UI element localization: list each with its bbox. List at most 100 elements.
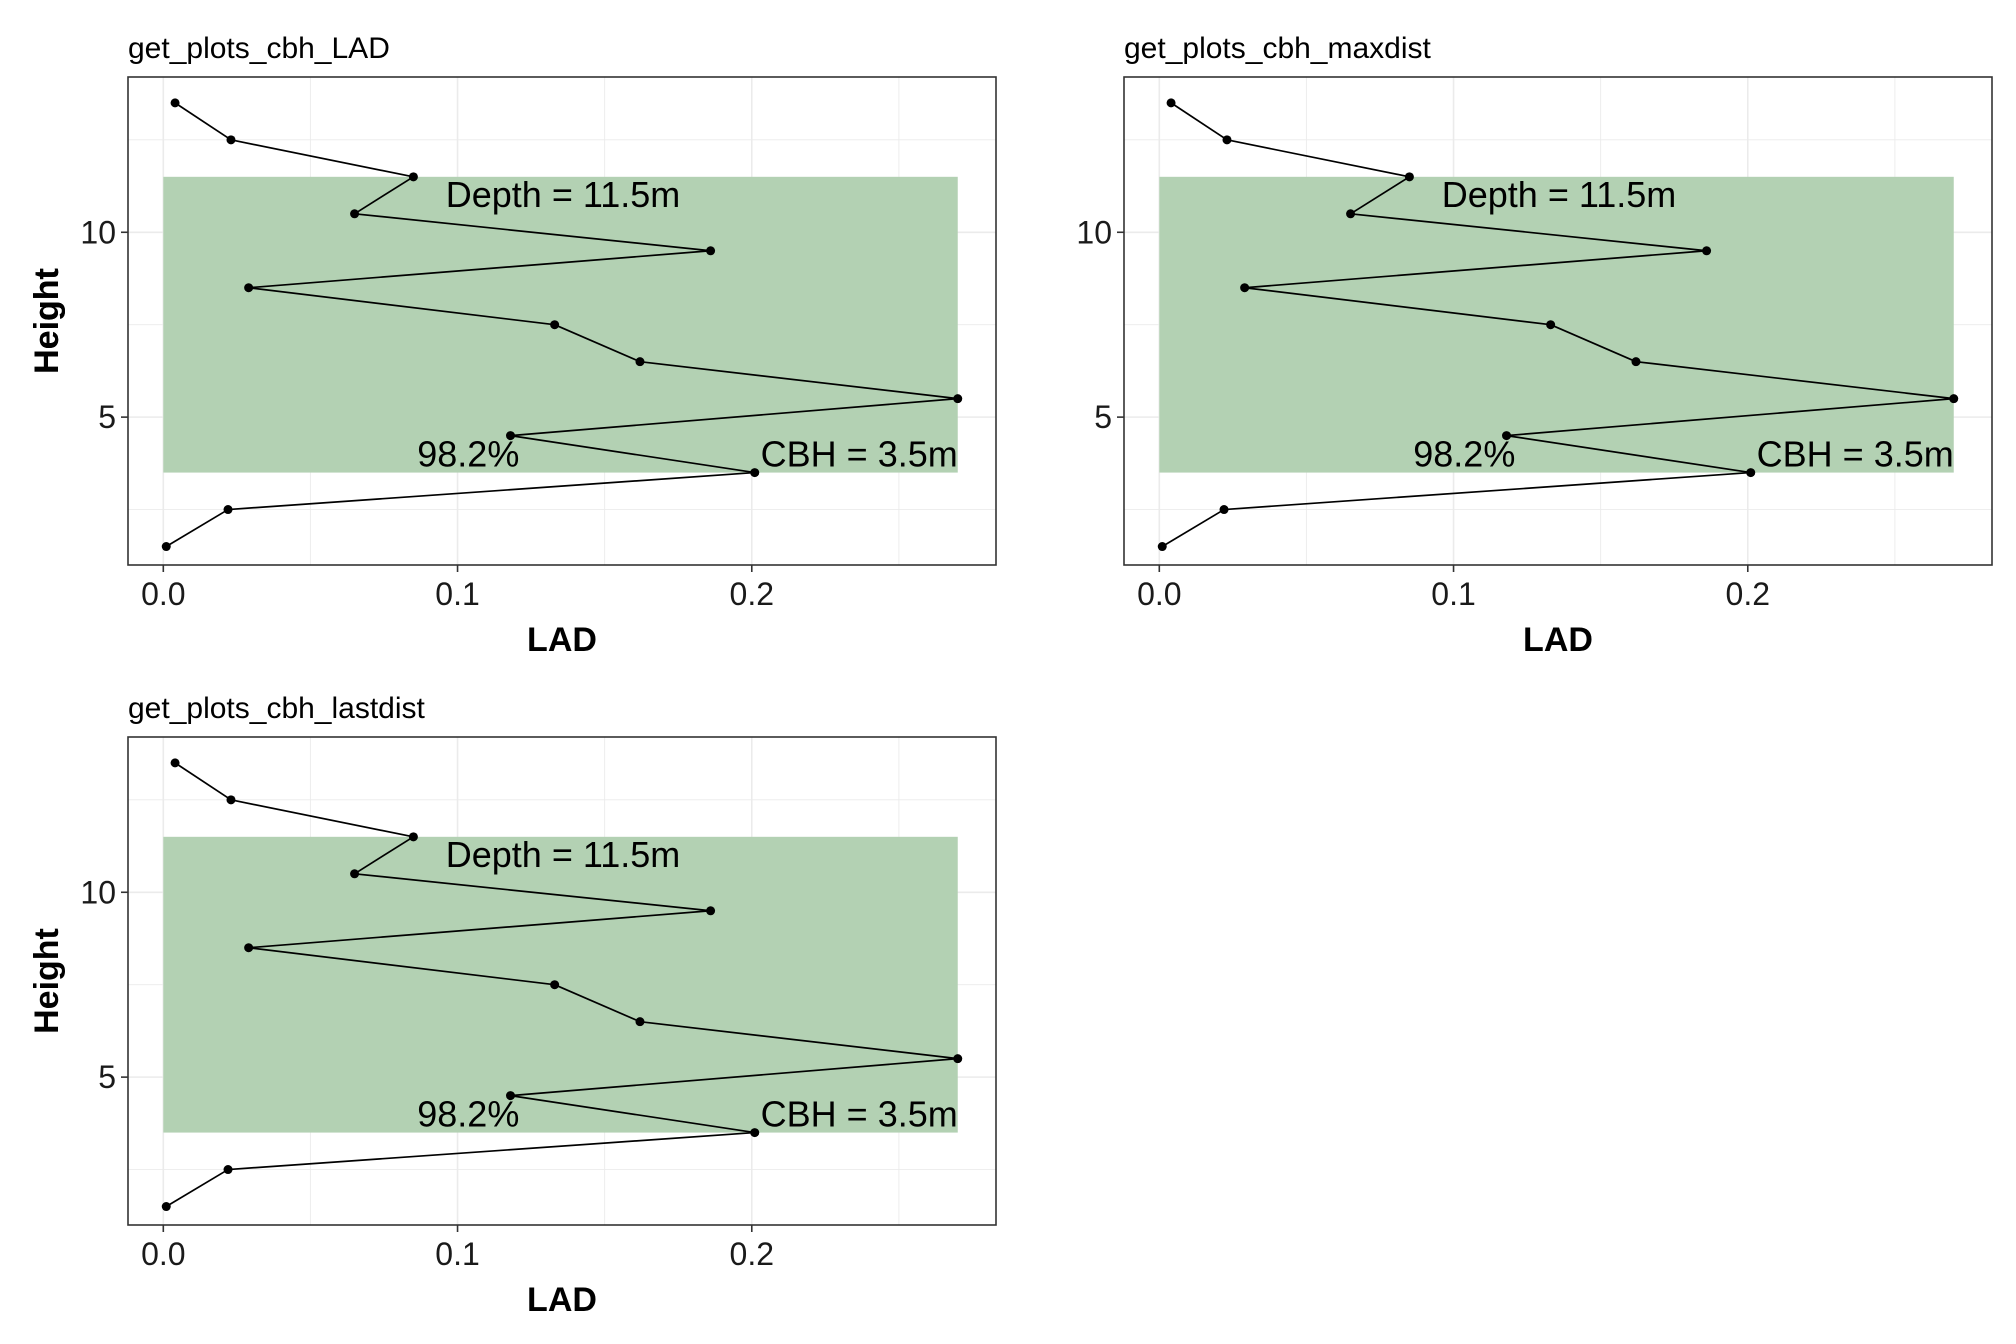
line-segment <box>1170 102 1228 141</box>
data-point[interactable] <box>1219 505 1229 515</box>
data-point[interactable] <box>1631 357 1641 367</box>
line-segment <box>639 360 958 400</box>
data-point[interactable] <box>1222 135 1232 145</box>
data-point[interactable] <box>226 135 236 145</box>
line-segment <box>1506 434 1751 474</box>
panel-border <box>127 736 997 1226</box>
line-segment <box>248 946 555 986</box>
x-tick-label: 0.0 <box>1137 576 1181 612</box>
data-point[interactable] <box>1746 468 1756 478</box>
panel-title: get_plots_cbh_maxdist <box>1124 32 1432 65</box>
percent-annotation: 98.2% <box>417 434 519 475</box>
facet-panel-1: Depth = 11.5m 98.2% CBH = 3.5m 0.0 0.1 0.2 5 10… <box>28 32 997 659</box>
line-segment <box>1161 508 1225 548</box>
data-point[interactable] <box>244 943 254 953</box>
data-point[interactable] <box>550 320 560 330</box>
data-point[interactable] <box>1949 394 1959 404</box>
depth-annotation: Depth = 11.5m <box>1442 174 1676 215</box>
data-point[interactable] <box>350 869 360 879</box>
data-point[interactable] <box>953 394 963 404</box>
line-segment <box>1506 397 1954 437</box>
line-segment <box>639 1020 958 1060</box>
data-point[interactable] <box>953 1054 963 1064</box>
x-tick-label: 0.2 <box>1726 576 1770 612</box>
y-axis-label: Height <box>28 268 66 374</box>
data-point[interactable] <box>161 542 171 552</box>
x-tick-label: 0.1 <box>435 576 479 612</box>
line-segment <box>227 1131 755 1171</box>
facet-panel-3: Depth = 11.5m 98.2% CBH = 3.5m 0.0 0.1 0.2 5 10… <box>28 692 997 1319</box>
line-segment <box>354 836 414 875</box>
line-segment <box>227 471 755 511</box>
crown-band <box>163 836 958 1133</box>
data-point[interactable] <box>350 209 360 219</box>
line-segment <box>165 508 229 548</box>
data-point[interactable] <box>506 1091 516 1101</box>
data-point[interactable] <box>750 468 760 478</box>
data-point[interactable] <box>1546 320 1556 330</box>
panel-border <box>1123 76 1993 566</box>
x-tick-label: 0.1 <box>435 1236 479 1272</box>
lad-profile-line <box>165 102 958 548</box>
panel-title: get_plots_cbh_LAD <box>128 32 390 65</box>
data-point[interactable] <box>635 357 645 367</box>
line-segment <box>354 176 414 215</box>
lad-profile-line <box>1161 102 1954 548</box>
x-tick-label: 0.1 <box>1431 576 1475 612</box>
line-segment <box>1350 176 1410 215</box>
data-point[interactable] <box>170 98 180 108</box>
data-point[interactable] <box>1346 209 1356 219</box>
data-point[interactable] <box>408 172 418 182</box>
data-point[interactable] <box>706 906 716 916</box>
data-point[interactable] <box>635 1017 645 1027</box>
line-segment <box>1635 360 1954 400</box>
data-point[interactable] <box>506 431 516 441</box>
lad-points <box>1157 98 1959 552</box>
data-point[interactable] <box>223 505 233 515</box>
panel-title: get_plots_cbh_lastdist <box>128 692 426 725</box>
crown-band <box>163 176 958 473</box>
data-point[interactable] <box>1166 98 1176 108</box>
data-point[interactable] <box>1404 172 1414 182</box>
data-point[interactable] <box>706 246 716 256</box>
data-point[interactable] <box>1157 542 1167 552</box>
line-segment <box>1226 139 1410 178</box>
facet-panel-2: Depth = 11.5m 98.2% CBH = 3.5m 0.0 0.1 0.2 5 10… <box>28 32 1993 659</box>
y-tick-label: 10 <box>80 214 116 250</box>
data-point[interactable] <box>750 1128 760 1138</box>
line-segment <box>1350 212 1707 252</box>
y-tick-label: 10 <box>80 874 116 910</box>
x-axis-label: LAD <box>1523 621 1593 659</box>
percent-annotation: 98.2% <box>1413 434 1515 475</box>
y-tick-label: 5 <box>98 1059 116 1095</box>
data-point[interactable] <box>408 832 418 842</box>
cbh-annotation: CBH = 3.5m <box>1757 434 1954 475</box>
data-point[interactable] <box>161 1202 171 1212</box>
line-segment <box>174 102 232 141</box>
line-segment <box>248 909 711 949</box>
data-point[interactable] <box>244 283 254 293</box>
line-segment <box>510 1094 755 1134</box>
line-segment <box>248 286 555 326</box>
depth-annotation: Depth = 11.5m <box>446 834 680 875</box>
data-point[interactable] <box>226 795 236 805</box>
data-point[interactable] <box>1702 246 1712 256</box>
data-point[interactable] <box>1240 283 1250 293</box>
line-segment <box>510 1057 958 1097</box>
line-segment <box>354 212 711 252</box>
x-tick-label: 0.0 <box>141 576 185 612</box>
y-tick-label: 5 <box>1094 399 1112 435</box>
data-point[interactable] <box>223 1165 233 1175</box>
y-tick-label: 10 <box>1076 214 1112 250</box>
y-tick-label: 5 <box>98 399 116 435</box>
line-segment <box>554 323 641 363</box>
x-tick-label: 0.0 <box>141 1236 185 1272</box>
data-point[interactable] <box>170 758 180 768</box>
data-point[interactable] <box>550 980 560 990</box>
line-segment <box>1244 286 1551 326</box>
line-segment <box>230 139 414 178</box>
line-segment <box>248 249 711 289</box>
lad-profile-line <box>165 762 958 1208</box>
data-point[interactable] <box>1502 431 1512 441</box>
